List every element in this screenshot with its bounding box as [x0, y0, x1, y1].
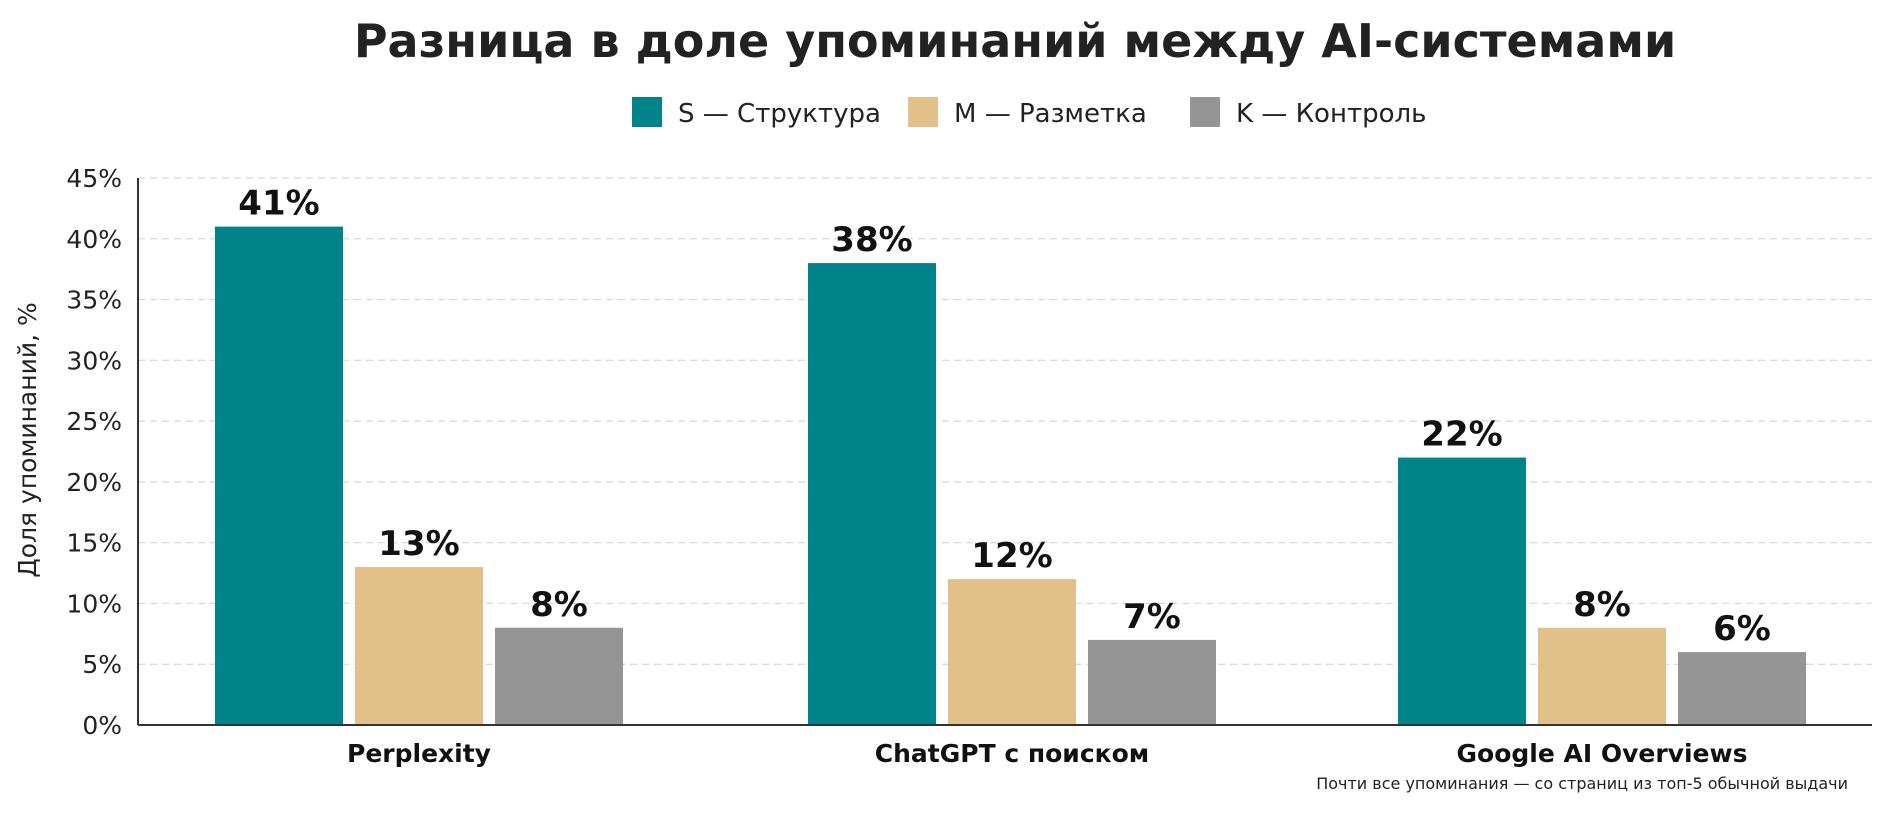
legend-swatch: [1190, 97, 1220, 127]
y-tick-label: 25%: [66, 407, 122, 436]
bar: [1678, 652, 1806, 725]
bar: [808, 263, 936, 725]
x-category-label: Google AI Overviews: [1457, 739, 1748, 768]
annotation-note: Почти все упоминания — со страниц из топ…: [1316, 774, 1848, 793]
legend-swatch: [908, 97, 938, 127]
y-axis-label: Доля упоминаний, %: [13, 302, 42, 578]
legend-label: M — Разметка: [954, 99, 1147, 129]
data-label: 7%: [1123, 597, 1181, 637]
bar: [355, 566, 483, 725]
y-tick-label: 40%: [66, 225, 122, 254]
legend: S — Структура M — Разметка K — Контроль: [632, 97, 1426, 129]
y-tick-label: 30%: [66, 346, 122, 375]
x-category-label: Perplexity: [347, 739, 491, 768]
data-label: 22%: [1421, 415, 1502, 455]
bar: [495, 627, 623, 725]
y-tick-label: 45%: [66, 164, 122, 193]
data-labels: 41% 13% 8% 38% 12% 7% 22% 8% 6%: [238, 184, 1771, 649]
y-tick-label: 10%: [66, 589, 122, 618]
data-label: 38%: [831, 220, 912, 260]
y-tick-label: 5%: [82, 650, 122, 679]
data-label: 12%: [971, 536, 1052, 576]
bar: [948, 579, 1076, 725]
y-tick-label: 0%: [82, 711, 122, 740]
data-label: 6%: [1713, 609, 1771, 649]
x-category-label: ChatGPT с поиском: [875, 739, 1149, 768]
bar: [1538, 627, 1666, 725]
legend-label: S — Структура: [678, 99, 881, 129]
y-tick-label: 15%: [66, 529, 122, 558]
data-label: 13%: [378, 524, 459, 564]
bar: [1398, 457, 1526, 725]
legend-swatch: [632, 97, 662, 127]
y-axis-ticks: 0% 5% 10% 15% 20% 25% 30% 35% 40% 45%: [66, 164, 122, 740]
data-label: 41%: [238, 184, 319, 224]
chart-title: Разница в доле упоминаний между AI-систе…: [354, 14, 1676, 68]
bar: [215, 226, 343, 725]
bar: [1088, 639, 1216, 725]
data-label: 8%: [530, 585, 588, 625]
data-label: 8%: [1573, 585, 1631, 625]
legend-label: K — Контроль: [1236, 99, 1426, 129]
y-tick-label: 20%: [66, 468, 122, 497]
bars: [215, 226, 1806, 725]
y-tick-label: 35%: [66, 286, 122, 315]
category-labels: Perplexity ChatGPT с поиском Google AI Ove…: [347, 739, 1747, 768]
